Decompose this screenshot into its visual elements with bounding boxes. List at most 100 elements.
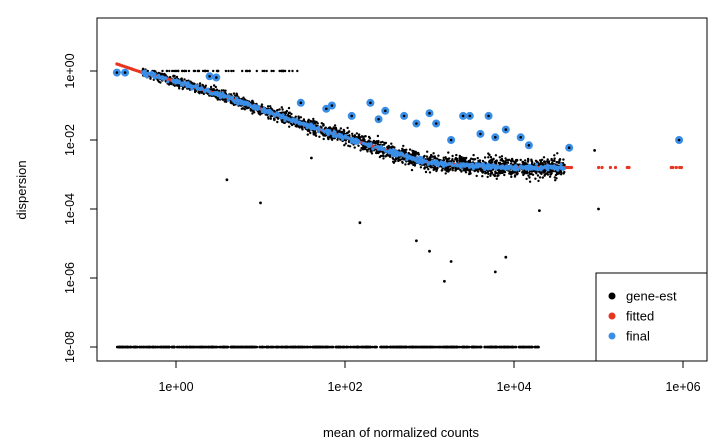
gene-est-point [388,155,392,158]
gene-est-point [455,345,459,349]
gene-est-point [470,345,474,349]
fitted-point [597,165,601,170]
gene-est-point [334,345,338,349]
gene-est-point [442,156,445,159]
gene-est-point [489,172,492,176]
gene-est-point [502,162,505,165]
gene-est-point [388,345,391,349]
final-point [546,168,550,172]
gene-est-point [212,88,215,91]
final-outlier-center [527,144,531,147]
final-point [416,156,420,160]
gene-est-point [426,157,430,160]
final-point [419,159,423,163]
gene-est-point [481,175,484,178]
gene-est-point [380,345,383,349]
gene-est-point [554,179,557,182]
final-point [454,163,458,167]
gene-est-point [550,157,553,161]
gene-est-point [440,169,443,172]
gene-est-point [300,345,304,349]
final-point [514,168,518,172]
gene-est-point [546,173,550,176]
final-point [235,96,239,100]
gene-est-point [333,124,337,127]
final-point [458,164,463,168]
gene-est-point [370,152,374,155]
gene-est-point [418,345,422,349]
final-point [508,165,512,169]
gene-est-point [351,132,354,135]
gene-est-point [325,345,329,349]
gene-est-point [542,171,545,174]
gene-est-point [323,345,327,349]
gene-est-point [538,209,541,213]
y-tick-label: 1e-02 [63,124,77,156]
gene-est-point [489,155,493,159]
gene-est-point [230,101,233,105]
final-outlier-center [461,114,465,118]
final-point [420,161,424,165]
gene-est-point [375,151,378,155]
gene-est-point [357,345,361,349]
gene-est-point [444,172,447,175]
gene-est-point [178,345,181,349]
gene-est-point [475,345,478,349]
gene-est-point [259,345,262,349]
gene-est-point [555,177,558,180]
gene-est-point [487,345,491,349]
x-tick-label: 1e+06 [665,380,700,394]
final-point [219,95,223,99]
gene-est-point [472,153,475,157]
final-point [226,98,230,102]
gene-est-point [414,152,417,156]
gene-est-point [508,172,512,175]
final-point [518,165,522,169]
gene-est-point [299,345,302,349]
final-point [514,165,519,169]
gene-est-point [402,157,405,160]
fitted-point [600,165,604,170]
gene-est-point [429,166,433,169]
gene-est-point [306,133,309,136]
gene-est-point [306,345,309,349]
final-point [505,167,509,171]
gene-est-point [437,154,440,157]
gene-est-point [490,161,494,164]
final-point [221,91,225,96]
gene-est-point [510,175,513,179]
gene-est-point [359,136,362,139]
final-outlier-center [677,138,681,142]
gene-est-point [198,345,201,349]
fitted-point [674,165,678,170]
final-point [543,165,547,169]
gene-est-point [278,108,281,111]
gene-est-point [286,114,290,117]
gene-est-point [488,153,491,157]
gene-est-point [374,345,378,349]
gene-est-point [454,156,458,160]
gene-est-point [231,345,235,349]
gene-est-point [381,140,384,144]
gene-est-point [156,79,160,82]
gene-est-point [175,75,179,79]
gene-est-point [293,345,296,349]
gene-est-point [382,152,385,155]
gene-est-point [301,128,304,131]
gene-est-point [230,93,233,96]
gene-est-point [547,162,551,165]
gene-est-point [217,89,221,93]
gene-est-point [553,159,556,162]
final-outlier-center [428,111,431,115]
gene-est-point [493,174,496,178]
gene-est-point [469,172,472,175]
gene-est-point [403,345,406,349]
gene-est-point [251,345,254,349]
gene-est-point [501,171,505,174]
gene-est-point [286,345,289,349]
final-point [200,86,204,90]
final-point [535,166,539,170]
gene-est-point [548,175,552,178]
final-point [332,130,336,134]
final-point [303,123,307,127]
